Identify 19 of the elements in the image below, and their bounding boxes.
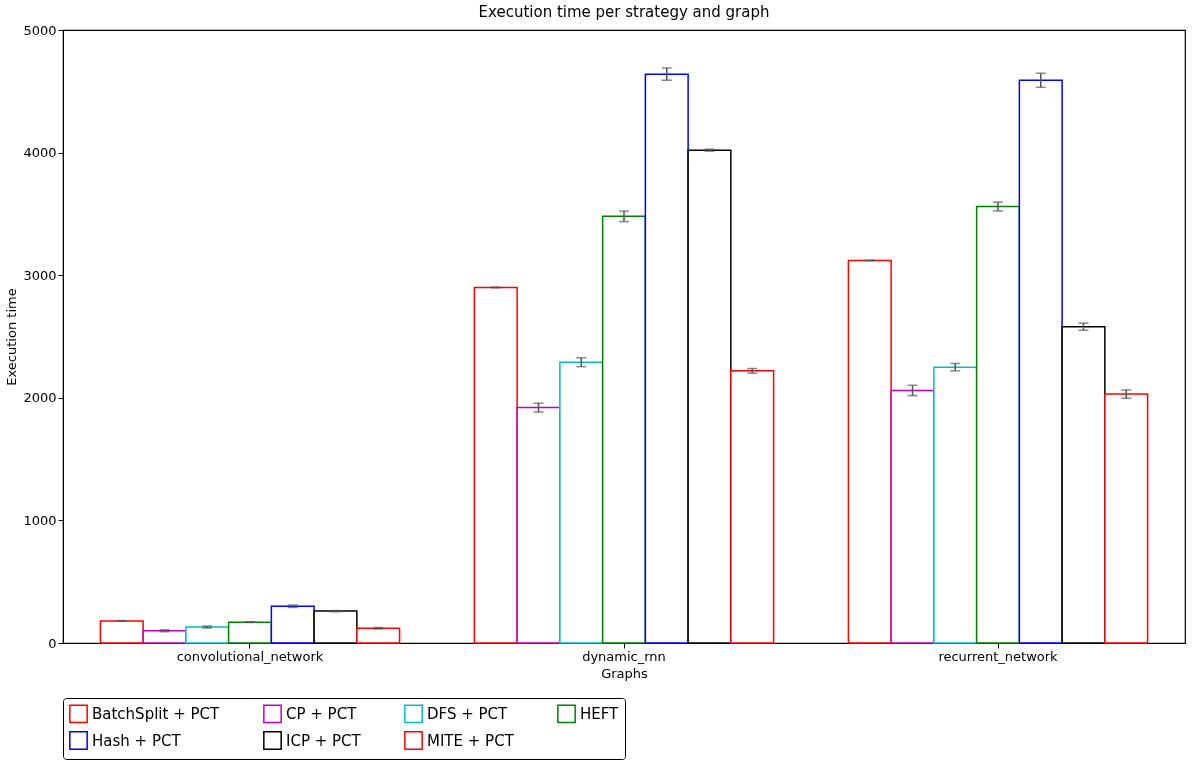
legend-label: DFS + PCT bbox=[427, 704, 509, 723]
legend-label: MITE + PCT bbox=[427, 731, 515, 750]
y-axis-title: Execution time bbox=[4, 288, 20, 386]
legend-label: HEFT bbox=[580, 704, 620, 723]
legend-label: Hash + PCT bbox=[92, 731, 182, 750]
x-axis-title: Graphs bbox=[601, 665, 649, 681]
y-tick-label: 4000 bbox=[23, 145, 57, 161]
legend-label: ICP + PCT bbox=[286, 731, 362, 750]
x-tick-label: recurrent_network bbox=[938, 648, 1059, 664]
y-tick-label: 3000 bbox=[23, 267, 57, 283]
y-tick-label: 5000 bbox=[23, 22, 57, 38]
x-tick-label: convolutional_network bbox=[176, 648, 324, 664]
chart-title: Execution time per strategy and graph bbox=[478, 3, 770, 21]
y-tick-label: 2000 bbox=[23, 390, 57, 406]
legend-label: BatchSplit + PCT bbox=[92, 704, 220, 723]
y-tick-label: 0 bbox=[48, 635, 57, 651]
y-tick-label: 1000 bbox=[23, 512, 57, 528]
x-tick-label: dynamic_rnn bbox=[582, 648, 666, 664]
legend-label: CP + PCT bbox=[286, 704, 358, 723]
